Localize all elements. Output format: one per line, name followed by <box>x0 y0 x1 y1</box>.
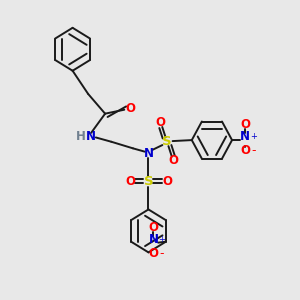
Text: O: O <box>125 102 135 115</box>
Text: S: S <box>144 175 153 188</box>
Text: +: + <box>250 132 257 141</box>
Text: O: O <box>148 247 158 260</box>
Text: S: S <box>162 135 172 148</box>
Text: O: O <box>162 175 172 188</box>
Text: O: O <box>240 144 250 157</box>
Text: O: O <box>156 116 166 129</box>
Text: H: H <box>75 130 85 143</box>
Text: N: N <box>143 147 154 160</box>
Text: N: N <box>86 130 96 143</box>
Text: O: O <box>240 118 250 131</box>
Text: +: + <box>158 235 165 244</box>
Text: N: N <box>148 233 158 247</box>
Text: -: - <box>160 247 164 260</box>
Text: N: N <box>240 130 250 143</box>
Text: O: O <box>168 154 178 167</box>
Text: O: O <box>148 221 158 234</box>
Text: O: O <box>125 175 135 188</box>
Text: -: - <box>251 144 256 157</box>
